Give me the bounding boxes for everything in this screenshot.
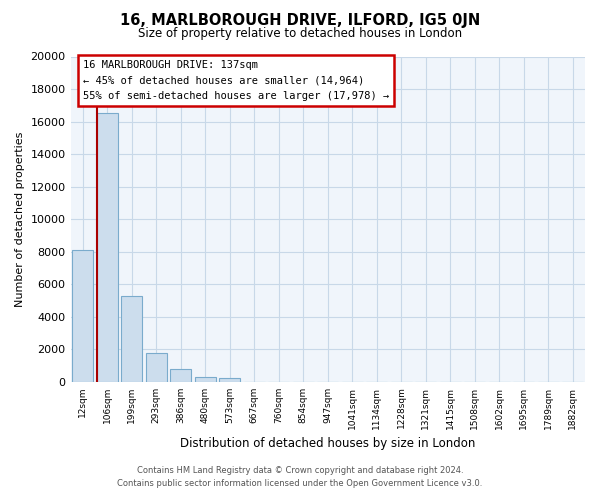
X-axis label: Distribution of detached houses by size in London: Distribution of detached houses by size …	[180, 437, 475, 450]
Text: Size of property relative to detached houses in London: Size of property relative to detached ho…	[138, 28, 462, 40]
Text: 16 MARLBOROUGH DRIVE: 137sqm
← 45% of detached houses are smaller (14,964)
55% o: 16 MARLBOROUGH DRIVE: 137sqm ← 45% of de…	[83, 60, 389, 101]
Bar	[97, 114, 118, 382]
Bar	[146, 353, 167, 382]
Bar	[195, 377, 215, 382]
Bar	[73, 250, 93, 382]
Bar	[220, 378, 240, 382]
Bar	[121, 296, 142, 382]
Text: 16, MARLBOROUGH DRIVE, ILFORD, IG5 0JN: 16, MARLBOROUGH DRIVE, ILFORD, IG5 0JN	[120, 12, 480, 28]
Bar	[170, 370, 191, 382]
Text: Contains HM Land Registry data © Crown copyright and database right 2024.
Contai: Contains HM Land Registry data © Crown c…	[118, 466, 482, 487]
Y-axis label: Number of detached properties: Number of detached properties	[15, 132, 25, 307]
